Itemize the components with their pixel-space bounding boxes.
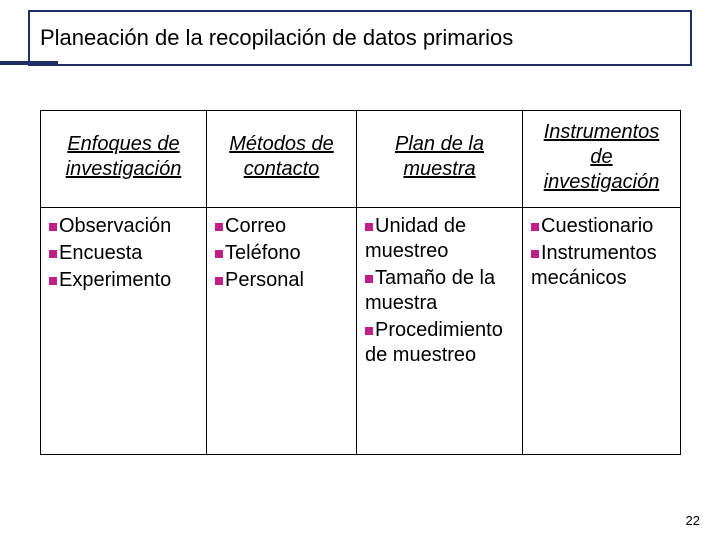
table-header-row: Enfoques de investigación Métodos de con… [41, 111, 681, 208]
bullet-icon [531, 223, 539, 231]
col-header-instrumentos: Instrumentos de investigación [523, 111, 681, 208]
bullet-icon [49, 250, 57, 258]
list-item: Unidad de muestreo [365, 214, 514, 264]
bullet-icon [215, 223, 223, 231]
list-item: Cuestionario [531, 214, 672, 239]
page-number: 22 [686, 513, 700, 528]
bullet-icon [365, 327, 373, 335]
item-label: Unidad de muestreo [365, 215, 466, 262]
item-label: Instrumentos mecánicos [531, 242, 657, 289]
slide-title: Planeación de la recopilación de datos p… [40, 25, 513, 51]
slide: Planeación de la recopilación de datos p… [0, 0, 720, 540]
bullet-icon [49, 277, 57, 285]
item-label: Teléfono [225, 242, 301, 264]
col-header-plan: Plan de la muestra [357, 111, 523, 208]
col-header-enfoques: Enfoques de investigación [41, 111, 207, 208]
list-item: Tamaño de la muestra [365, 266, 514, 316]
content-table: Enfoques de investigación Métodos de con… [40, 110, 681, 455]
cell-enfoques: Observación Encuesta Experimento [41, 208, 207, 455]
cell-plan: Unidad de muestreo Tamaño de la muestra … [357, 208, 523, 455]
list-metodos: Correo Teléfono Personal [215, 214, 348, 293]
item-label: Personal [225, 269, 304, 291]
bullet-icon [365, 275, 373, 283]
bullet-icon [49, 223, 57, 231]
cell-instrumentos: Cuestionario Instrumentos mecánicos [523, 208, 681, 455]
item-label: Experimento [59, 269, 171, 291]
bullet-icon [365, 223, 373, 231]
item-label: Procedimiento de muestreo [365, 319, 503, 366]
list-enfoques: Observación Encuesta Experimento [49, 214, 198, 293]
item-label: Correo [225, 215, 286, 237]
item-label: Encuesta [59, 242, 142, 264]
table-row: Observación Encuesta Experimento Correo … [41, 208, 681, 455]
col-header-metodos: Métodos de contacto [207, 111, 357, 208]
list-item: Encuesta [49, 241, 198, 266]
list-item: Personal [215, 268, 348, 293]
title-accent-bar [0, 61, 58, 65]
bullet-icon [215, 277, 223, 285]
list-item: Instrumentos mecánicos [531, 241, 672, 291]
cell-metodos: Correo Teléfono Personal [207, 208, 357, 455]
list-instrumentos: Cuestionario Instrumentos mecánicos [531, 214, 672, 291]
list-item: Experimento [49, 268, 198, 293]
slide-title-box: Planeación de la recopilación de datos p… [28, 10, 692, 66]
item-label: Observación [59, 215, 171, 237]
item-label: Tamaño de la muestra [365, 267, 495, 314]
list-item: Teléfono [215, 241, 348, 266]
bullet-icon [215, 250, 223, 258]
list-item: Correo [215, 214, 348, 239]
item-label: Cuestionario [541, 215, 653, 237]
list-item: Procedimiento de muestreo [365, 318, 514, 368]
list-item: Observación [49, 214, 198, 239]
bullet-icon [531, 250, 539, 258]
list-plan: Unidad de muestreo Tamaño de la muestra … [365, 214, 514, 368]
